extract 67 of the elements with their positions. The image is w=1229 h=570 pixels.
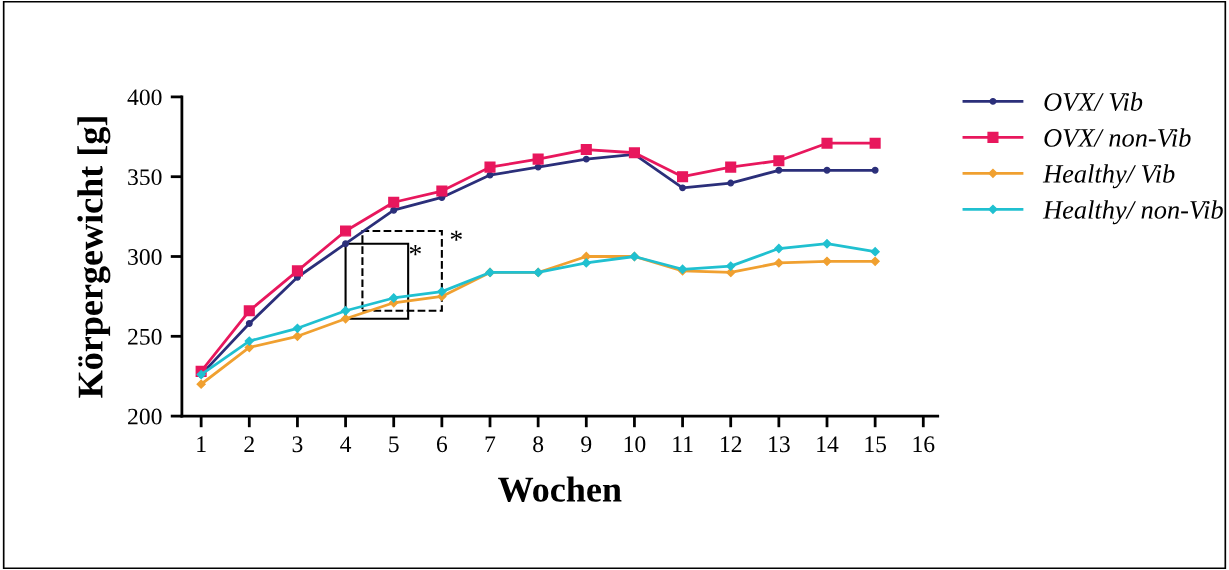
point	[822, 256, 832, 266]
point	[871, 166, 879, 174]
x-tick-label: 15	[865, 436, 887, 453]
x-tick-label: 3	[292, 436, 303, 453]
x-tick-label: 13	[769, 436, 790, 453]
point	[822, 239, 832, 249]
point	[292, 331, 303, 341]
point	[532, 153, 544, 165]
annotation: *	[409, 244, 421, 256]
point	[390, 206, 398, 214]
x-tick-label: 5	[389, 436, 399, 453]
point	[484, 161, 496, 173]
point	[823, 166, 831, 174]
point	[340, 225, 352, 237]
point	[679, 184, 687, 192]
point	[774, 258, 784, 268]
x-axis-title: Wochen	[498, 476, 622, 503]
x-tick-label: 2	[244, 436, 254, 452]
point	[291, 265, 303, 277]
point	[870, 256, 880, 266]
point	[389, 293, 399, 303]
point	[725, 161, 737, 173]
x-tick-label: 8	[533, 436, 544, 453]
x-tick-label: 9	[581, 436, 592, 453]
x-tick-label: 14	[817, 436, 839, 452]
y-tick-label: 200	[128, 408, 162, 425]
point	[388, 196, 400, 208]
legend-label: OVX/ Vib	[1044, 92, 1143, 112]
point	[340, 306, 351, 316]
x-tick-label: 4	[340, 436, 352, 452]
point	[821, 137, 833, 149]
legend-label: Healthy/ Vib	[1042, 164, 1175, 189]
y-tick-label: 400	[127, 89, 162, 106]
x-tick-label: 16	[913, 436, 935, 453]
point	[582, 155, 590, 163]
legend-label: OVX/ non-Vib	[1044, 128, 1191, 147]
point	[775, 166, 783, 174]
x-tick-label: 12	[720, 436, 742, 452]
x-tick-label: 11	[673, 436, 693, 452]
point	[726, 261, 736, 271]
point	[196, 379, 206, 389]
y-tick-label: 350	[128, 169, 162, 186]
point	[292, 323, 303, 333]
point	[581, 258, 591, 268]
point	[677, 171, 689, 183]
y-tick-label: 300	[128, 248, 162, 265]
point	[342, 240, 350, 248]
annotation: *	[450, 230, 462, 241]
point	[773, 155, 785, 167]
point	[727, 179, 735, 187]
x-tick-label: 6	[436, 436, 448, 453]
point	[870, 247, 880, 257]
x-tick-label: 7	[485, 436, 496, 452]
point	[869, 137, 881, 149]
point	[244, 336, 254, 346]
point	[437, 286, 447, 297]
point	[340, 314, 351, 324]
y-tick-label: 250	[128, 328, 162, 345]
point	[245, 320, 253, 328]
x-tick-label: 1	[197, 436, 206, 452]
y-axis-title: Körpergewicht [g]	[77, 117, 111, 398]
point	[774, 243, 784, 254]
point	[436, 185, 448, 197]
point	[580, 144, 592, 156]
legend-label: Healthy/ non-Vib	[1042, 200, 1223, 225]
x-tick-label: 10	[624, 436, 646, 453]
point	[243, 305, 255, 317]
